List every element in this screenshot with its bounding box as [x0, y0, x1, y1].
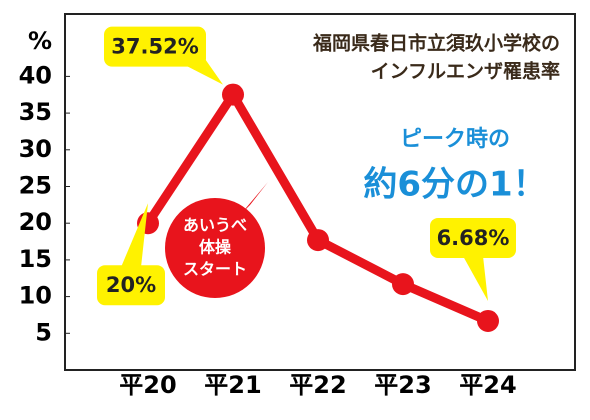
value-label: 20%: [106, 273, 156, 297]
y-tick-label: 20: [19, 208, 52, 236]
callout-box: [430, 217, 516, 258]
point: [477, 309, 499, 332]
annotation: 約6分の1！: [363, 165, 546, 205]
y-tick-label: 15: [19, 245, 52, 273]
x-tick-label: 平24: [459, 371, 516, 399]
y-tick-label: 25: [19, 171, 52, 199]
x-tick-label: 平20: [119, 371, 176, 399]
annotation: スタート: [183, 260, 247, 279]
annotation: ピーク時の: [400, 127, 510, 152]
value-callout: 6.68%: [430, 217, 516, 301]
x-tick-label: 平23: [374, 371, 431, 399]
callout-box: [97, 265, 165, 306]
value-label: 37.52%: [111, 35, 198, 59]
chart-title: 福岡県春日市立須玖小学校の: [312, 32, 560, 55]
y-tick-label: 40: [19, 61, 52, 89]
callout: あいうべ 体操 スタート: [165, 182, 268, 298]
point: [222, 83, 244, 106]
value-callout: 37.52%: [104, 26, 223, 85]
x-tick-label: 平21: [204, 371, 261, 399]
y-tick-label: 35: [19, 98, 52, 126]
callout-tail: [240, 182, 268, 215]
callout-box: [104, 26, 206, 67]
annotation: 体操: [199, 238, 232, 257]
x-tick-label: 平22: [289, 371, 346, 399]
y-tick-label: 10: [19, 282, 52, 310]
chart-title: インフルエンザ罹患率: [371, 60, 560, 83]
point: [307, 229, 329, 252]
value-callout: 20%: [97, 203, 165, 306]
annotation: あいうべ: [183, 216, 247, 235]
point: [392, 273, 414, 296]
callout-circle: [165, 198, 265, 298]
callout-tail: [121, 203, 148, 268]
y-axis-label: %: [28, 27, 52, 55]
callout-tail: [463, 255, 488, 301]
value-label: 6.68%: [437, 226, 510, 250]
y-tick-label: 30: [19, 135, 52, 163]
y-tick-label: 5: [35, 318, 52, 346]
